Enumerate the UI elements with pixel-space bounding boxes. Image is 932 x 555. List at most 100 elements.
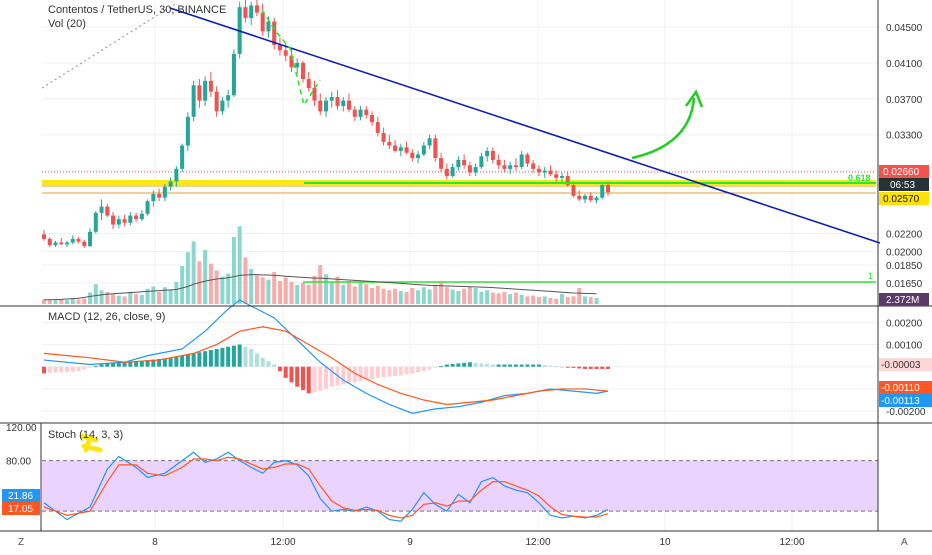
volume-bar-22 [168, 289, 173, 304]
price-tick-0: 0.04500 [886, 23, 923, 34]
green-arrow-curve [631, 97, 696, 160]
volume-bar-29 [208, 263, 213, 304]
stoch-d-badge [2, 502, 40, 515]
candle-body-17 [139, 213, 144, 220]
candle-body-44 [295, 62, 300, 68]
macd-hist-55 [358, 366, 363, 382]
macd-hist-79 [496, 364, 501, 367]
macd-hist-39 [266, 361, 271, 367]
candle-body-33 [231, 53, 236, 96]
macd-legend: MACD (12, 26, close, 9) [48, 311, 166, 323]
candle-body-29 [208, 80, 213, 92]
candle-body-42 [283, 50, 288, 56]
stoch-k-badge [2, 489, 40, 502]
candle-body-76 [479, 156, 484, 168]
macd-line-text: -0.00113 [881, 396, 920, 407]
volume-legend: Vol (20) [48, 18, 86, 30]
candle-body-20 [157, 194, 162, 198]
volume-bar-42 [283, 277, 288, 304]
stoch-tick-0: 120.00 [6, 423, 37, 434]
candle-body-71 [450, 167, 455, 177]
volume-bar-52 [341, 284, 346, 304]
candle-body-66 [421, 145, 426, 155]
macd-hist-82 [513, 364, 518, 367]
macd-hist-80 [502, 364, 507, 367]
macd-hist-92 [571, 366, 576, 368]
candle-body-87 [542, 170, 547, 173]
volume-bar-84 [525, 296, 530, 304]
candle-body-45 [300, 62, 305, 80]
macd-tick-0: 0.00200 [886, 318, 923, 329]
volume-bar-77 [485, 290, 490, 304]
macd-hist-68 [433, 366, 438, 368]
macd-hist-63 [404, 366, 409, 375]
volume-bar-19 [151, 286, 156, 304]
volume-bar-46 [306, 284, 311, 304]
candle-body-55 [358, 109, 363, 117]
macd-hist-54 [352, 366, 357, 383]
volume-bar-92 [571, 296, 576, 304]
macd-hist-66 [421, 366, 426, 372]
volume-bar-87 [542, 296, 547, 304]
macd-hist-98 [605, 366, 611, 369]
volume-bar-94 [582, 296, 587, 304]
macd-tick-4: -0.00200 [886, 407, 926, 418]
gridlines [42, 0, 878, 531]
candle-body-69 [439, 158, 444, 169]
macd-hist-73 [462, 362, 467, 367]
macd-hist-86 [536, 364, 541, 367]
candle-body-13 [116, 219, 121, 225]
macd-hist-34 [237, 344, 242, 367]
macd-hist-48 [318, 366, 323, 392]
dashed-zigzag [261, 9, 321, 108]
stoch-band-fill [42, 460, 878, 512]
candle-body-30 [214, 91, 219, 112]
volume-bar-44 [295, 284, 300, 304]
macd-hist-25 [185, 354, 190, 367]
candle-body-8 [88, 231, 93, 247]
candle-body-10 [99, 206, 104, 213]
candle-body-62 [398, 147, 403, 151]
volume-bar-26 [191, 241, 196, 304]
volume-bar-24 [180, 265, 185, 304]
last-price-text: 0.02660 [883, 167, 920, 178]
macd-hist-93 [577, 366, 582, 369]
volume-bar-31 [220, 276, 225, 304]
candle-body-67 [427, 138, 432, 146]
macd-hist-50 [329, 366, 334, 387]
macd-hist-77 [485, 363, 490, 367]
candle-body-65 [416, 154, 421, 159]
volume-bar-32 [226, 273, 231, 304]
stoch-d-text: 17.05 [8, 504, 33, 515]
macd-hist-42 [283, 366, 288, 378]
volume-bar-75 [473, 288, 478, 304]
macd-hist-47 [312, 366, 317, 393]
candle-body-15 [128, 215, 133, 223]
candle-body-80 [502, 165, 507, 169]
macd-hist-83 [519, 364, 524, 367]
macd-hist-96 [594, 366, 599, 369]
macd-hist-13 [116, 362, 121, 367]
yellow-highlight-mark [79, 433, 103, 453]
volume-bar-74 [467, 286, 472, 304]
candle-body-7 [82, 241, 87, 247]
macd-hist-35 [243, 346, 248, 367]
time-tick-0: 8 [152, 537, 158, 548]
volume-bar-88 [548, 297, 553, 304]
price-tick-5: 0.02200 [886, 230, 923, 241]
candle-body-77 [485, 150, 490, 157]
macd-line-badge [879, 394, 932, 407]
time-tick-2: 9 [407, 537, 413, 548]
macd-hist-61 [393, 366, 398, 377]
macd-hist-78 [490, 364, 495, 367]
candle-body-37 [254, 5, 259, 13]
candle-body-43 [289, 55, 294, 68]
macd-hist-91 [565, 366, 570, 368]
candle-body-56 [364, 109, 369, 115]
volume-bar-20 [157, 291, 162, 304]
time-tick-3: 12:00 [525, 537, 550, 548]
macd-hist-40 [272, 364, 277, 367]
macd-signal-text: -0.00110 [881, 383, 920, 394]
macd-hist-49 [323, 366, 329, 389]
candle-body-28 [203, 80, 208, 101]
